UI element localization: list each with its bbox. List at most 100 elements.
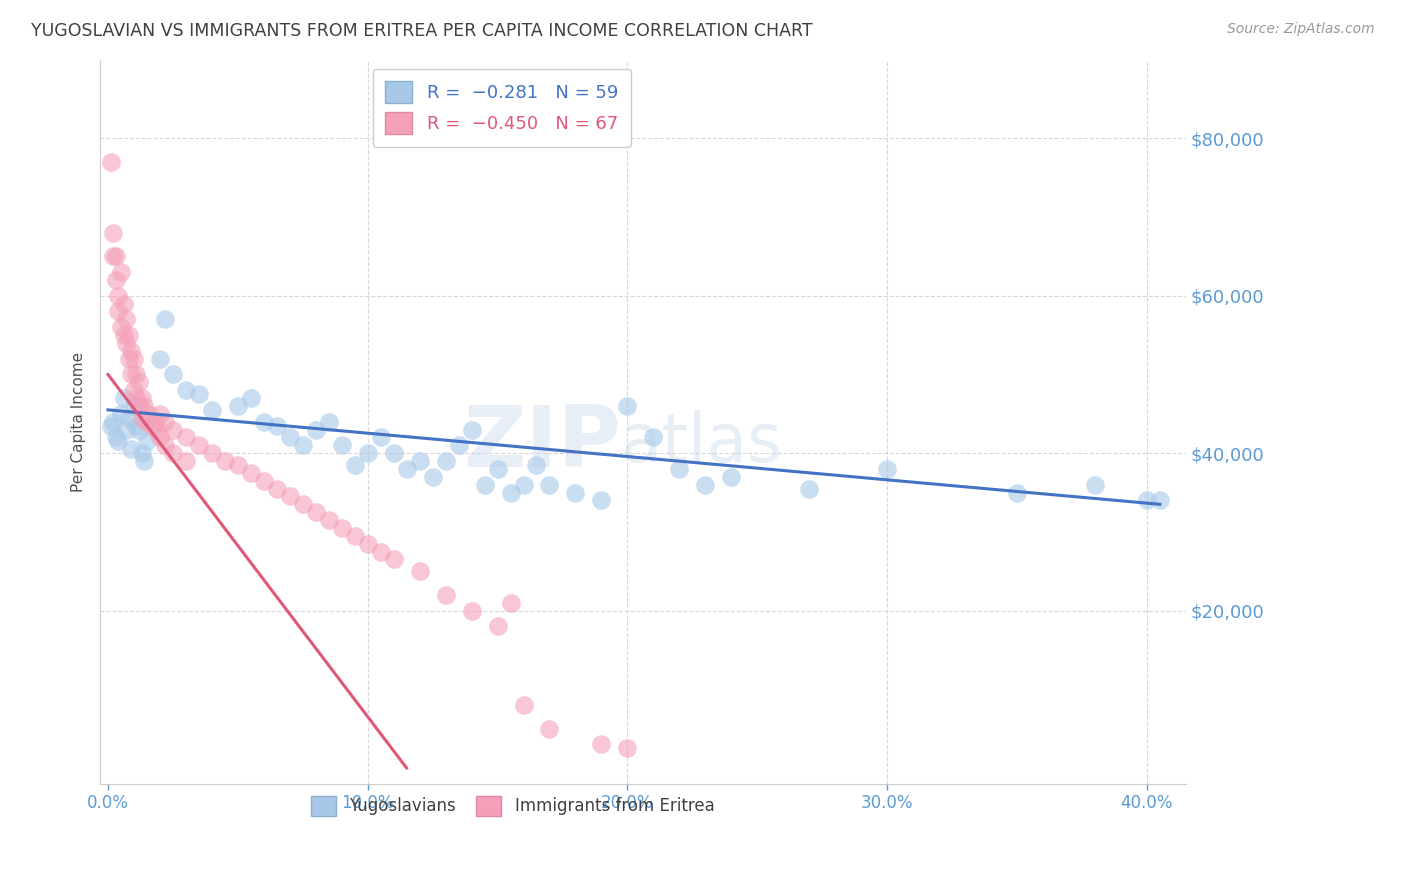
- Point: [125, 368, 148, 382]
- Point: [799, 482, 821, 496]
- Point: [122, 383, 145, 397]
- Point: [153, 415, 176, 429]
- Point: [253, 415, 276, 429]
- Point: [107, 304, 129, 318]
- Point: [131, 410, 153, 425]
- Point: [100, 418, 122, 433]
- Point: [460, 423, 482, 437]
- Point: [370, 544, 392, 558]
- Point: [138, 407, 160, 421]
- Point: [408, 454, 430, 468]
- Point: [122, 351, 145, 366]
- Point: [538, 722, 561, 736]
- Point: [434, 454, 457, 468]
- Point: [120, 343, 142, 358]
- Point: [201, 446, 224, 460]
- Point: [356, 536, 378, 550]
- Point: [343, 529, 366, 543]
- Point: [266, 482, 288, 496]
- Point: [131, 446, 153, 460]
- Point: [382, 552, 405, 566]
- Point: [695, 477, 717, 491]
- Point: [876, 462, 898, 476]
- Point: [112, 296, 135, 310]
- Point: [434, 588, 457, 602]
- Point: [101, 226, 124, 240]
- Point: [120, 442, 142, 457]
- Point: [616, 399, 638, 413]
- Point: [291, 497, 314, 511]
- Point: [135, 415, 157, 429]
- Point: [162, 368, 184, 382]
- Point: [125, 418, 148, 433]
- Point: [538, 477, 561, 491]
- Point: [110, 407, 132, 421]
- Point: [122, 399, 145, 413]
- Point: [128, 423, 150, 437]
- Point: [291, 438, 314, 452]
- Point: [1136, 493, 1159, 508]
- Point: [104, 249, 127, 263]
- Point: [512, 698, 534, 712]
- Point: [318, 513, 340, 527]
- Point: [591, 738, 613, 752]
- Point: [149, 430, 172, 444]
- Point: [187, 387, 209, 401]
- Point: [395, 462, 418, 476]
- Point: [112, 391, 135, 405]
- Point: [460, 603, 482, 617]
- Point: [149, 407, 172, 421]
- Point: [101, 249, 124, 263]
- Point: [125, 391, 148, 405]
- Point: [214, 454, 236, 468]
- Point: [120, 368, 142, 382]
- Point: [174, 430, 197, 444]
- Point: [370, 430, 392, 444]
- Point: [187, 438, 209, 452]
- Point: [616, 741, 638, 756]
- Point: [1149, 493, 1171, 508]
- Y-axis label: Per Capita Income: Per Capita Income: [72, 351, 86, 491]
- Point: [239, 391, 262, 405]
- Point: [115, 312, 138, 326]
- Point: [253, 474, 276, 488]
- Point: [134, 454, 156, 468]
- Point: [146, 423, 169, 437]
- Point: [104, 430, 127, 444]
- Point: [149, 351, 172, 366]
- Legend: Yugoslavians, Immigrants from Eritrea: Yugoslavians, Immigrants from Eritrea: [301, 786, 724, 826]
- Point: [1005, 485, 1028, 500]
- Point: [174, 454, 197, 468]
- Point: [526, 458, 548, 472]
- Point: [141, 418, 163, 433]
- Point: [107, 289, 129, 303]
- Point: [486, 619, 509, 633]
- Point: [564, 485, 586, 500]
- Point: [239, 466, 262, 480]
- Point: [1084, 477, 1107, 491]
- Point: [118, 351, 141, 366]
- Point: [499, 596, 522, 610]
- Point: [486, 462, 509, 476]
- Point: [174, 383, 197, 397]
- Point: [128, 399, 150, 413]
- Point: [115, 335, 138, 350]
- Point: [343, 458, 366, 472]
- Point: [226, 399, 249, 413]
- Point: [131, 391, 153, 405]
- Text: ZIP: ZIP: [464, 402, 621, 485]
- Point: [101, 415, 124, 429]
- Text: Source: ZipAtlas.com: Source: ZipAtlas.com: [1227, 22, 1375, 37]
- Point: [107, 434, 129, 449]
- Point: [266, 418, 288, 433]
- Point: [278, 490, 301, 504]
- Point: [118, 328, 141, 343]
- Point: [278, 430, 301, 444]
- Point: [226, 458, 249, 472]
- Point: [128, 376, 150, 390]
- Point: [201, 402, 224, 417]
- Point: [408, 564, 430, 578]
- Point: [112, 328, 135, 343]
- Point: [162, 423, 184, 437]
- Point: [330, 438, 353, 452]
